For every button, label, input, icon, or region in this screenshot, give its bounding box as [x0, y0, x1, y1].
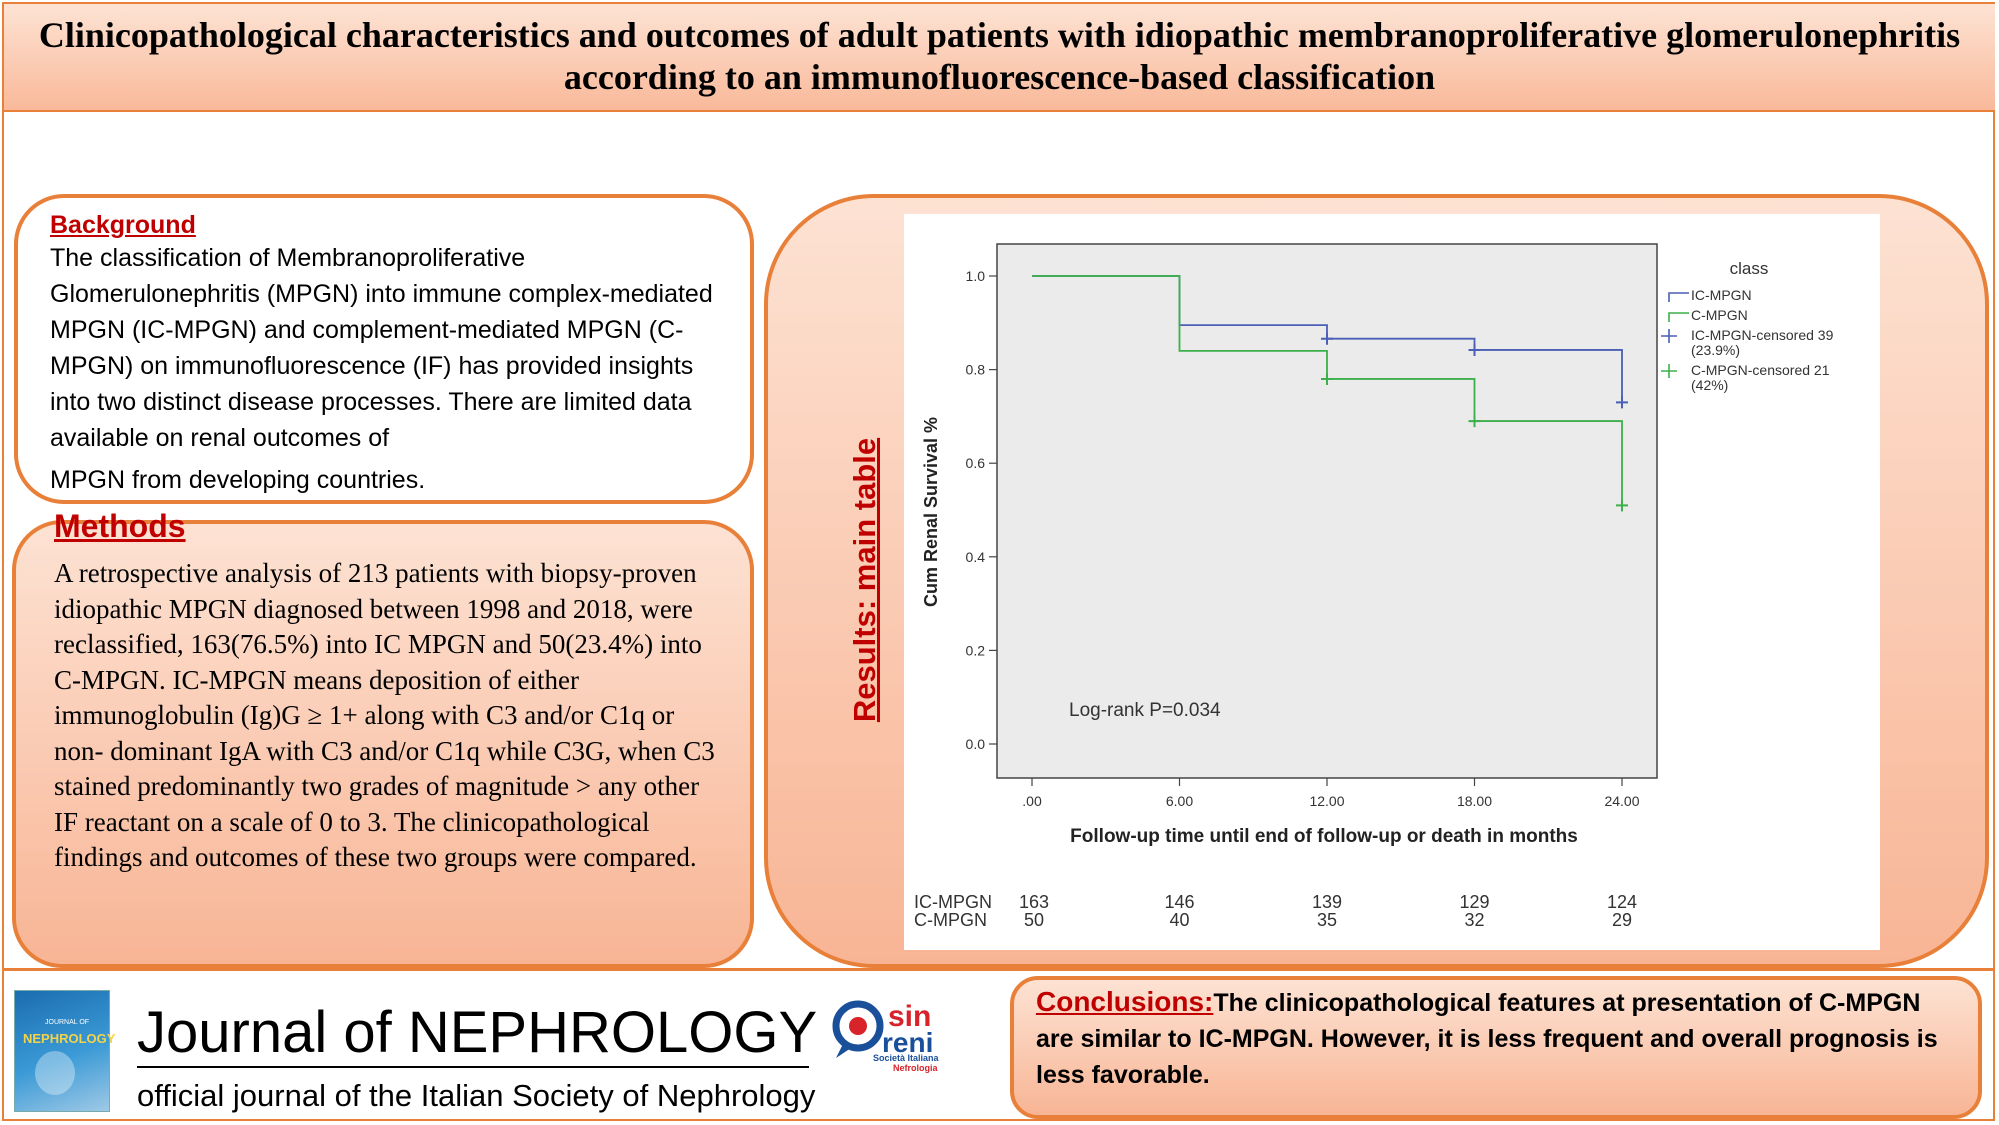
censor-mark: [1321, 372, 1333, 385]
risk-count: 40: [1169, 910, 1189, 930]
x-axis-label: Follow-up time until end of follow-up or…: [1070, 826, 1578, 847]
risk-count: 129: [1459, 892, 1489, 912]
logo-word-sin: sin: [888, 1000, 931, 1033]
legend-censor-swatch: [1661, 364, 1677, 378]
background-heading: Background: [50, 211, 196, 239]
y-axis-label: Cum Renal Survival %: [921, 417, 941, 607]
legend-line-swatch: [1668, 292, 1689, 302]
footer-divider: [4, 968, 1995, 971]
x-tick-label: 6.00: [1166, 793, 1193, 809]
journal-name-underline: [137, 1066, 809, 1068]
methods-heading: Methods: [54, 508, 186, 544]
legend-entry: C-MPGN-censored 21 (42%): [1691, 362, 1830, 393]
legend-entry: IC-MPGN: [1691, 287, 1752, 303]
risk-count: 35: [1317, 910, 1337, 930]
risk-row-label: C-MPGN: [914, 910, 987, 930]
y-tick-label: 0.6: [966, 455, 986, 471]
y-tick-label: 0.0: [966, 736, 986, 752]
background-last-line: MPGN from developing countries.: [50, 466, 426, 494]
risk-count: 146: [1164, 892, 1194, 912]
conclusions-label: Conclusions:: [1036, 986, 1214, 1017]
background-section: Background The classification of Membran…: [14, 194, 754, 504]
plot-area: [996, 243, 1658, 779]
censor-mark: [1616, 499, 1628, 512]
x-tick-label: 18.00: [1457, 793, 1492, 809]
legend-entry: C-MPGN: [1691, 307, 1748, 323]
sin-logo-icon: sin reni: [832, 1000, 933, 1058]
poster-header: Clinicopathological characteristics and …: [4, 4, 1995, 110]
legend-title: class: [1730, 259, 1769, 278]
risk-row-label: IC-MPGN: [914, 892, 992, 912]
header-divider: [4, 110, 1995, 112]
background-body: The classification of Membranoproliferat…: [50, 244, 713, 452]
y-tick-label: 1.0: [966, 268, 986, 284]
censor-mark: [1468, 343, 1481, 356]
survival-chart-panel: Cum Renal Survival % Follow-up time unti…: [904, 214, 1880, 950]
journal-cover-kidney-icon: [35, 1051, 75, 1095]
risk-count: 139: [1312, 892, 1342, 912]
x-tick-label: 24.00: [1604, 793, 1639, 809]
censor-mark: [1468, 415, 1481, 428]
y-tick-label: 0.8: [966, 362, 986, 378]
logo-line-2: Nefrologia: [893, 1063, 938, 1073]
legend-entry: IC-MPGN-censored 39 (23.9%): [1691, 327, 1834, 358]
background-text: The classification of Membranoproliferat…: [50, 240, 720, 498]
legend-censor-swatch: [1661, 329, 1677, 343]
risk-count: 29: [1612, 910, 1632, 930]
journal-cover-subtitle: JOURNAL OF: [45, 1019, 90, 1026]
risk-count: 124: [1607, 892, 1637, 912]
x-tick-label: 12.00: [1309, 793, 1344, 809]
conclusions-section: Conclusions:The clinicopathological feat…: [1010, 976, 1982, 1119]
journal-cover-image: JOURNAL OF NEPHROLOGY: [14, 990, 115, 1112]
censor-mark: [1616, 396, 1628, 409]
journal-cover-title: NEPHROLOGY: [23, 1031, 116, 1046]
logo-word-reni: reni: [882, 1027, 933, 1058]
journal-name: Journal of NEPHROLOGY: [137, 1000, 818, 1065]
legend-line-swatch: [1668, 312, 1689, 322]
conclusions-body: The clinicopathological features at pres…: [1036, 989, 1938, 1089]
risk-count: 163: [1019, 892, 1049, 912]
logrank-annotation: Log-rank P=0.034: [1069, 700, 1221, 721]
x-tick-label: .00: [1022, 793, 1042, 809]
logo-line-1: Società Italiana: [873, 1053, 939, 1063]
conclusions-text: Conclusions:The clinicopathological feat…: [1036, 984, 1958, 1093]
methods-text: A retrospective analysis of 213 patients…: [54, 558, 715, 872]
journal-subtitle: official journal of the Italian Society …: [137, 1078, 816, 1113]
poster-title: Clinicopathological characteristics and …: [38, 15, 1961, 97]
risk-count: 32: [1464, 910, 1484, 930]
y-tick-label: 0.4: [966, 549, 986, 565]
censor-mark: [1321, 332, 1333, 345]
kaplan-meier-chart: Cum Renal Survival % Follow-up time unti…: [914, 243, 1834, 930]
methods-section: A retrospective analysis of 213 patients…: [12, 520, 754, 968]
y-tick-label: 0.2: [966, 642, 986, 658]
risk-count: 50: [1024, 910, 1044, 930]
results-label: Results: main table: [847, 437, 882, 723]
